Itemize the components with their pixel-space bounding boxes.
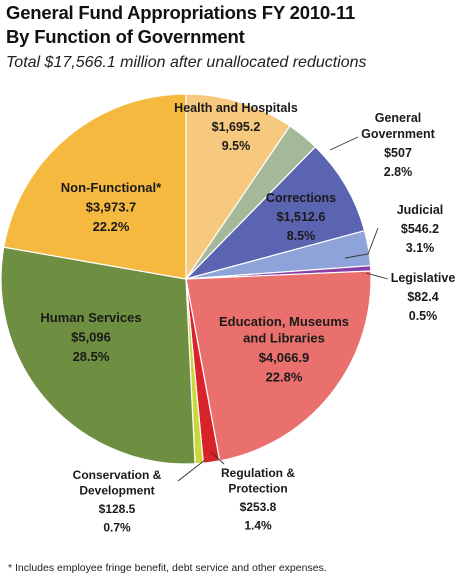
- slice-label-percent-general-government: 2.8%: [384, 165, 413, 179]
- pie-slice-health-and-hospitals: [185, 93, 291, 281]
- slice-label-percent-corrections: 8.5%: [287, 229, 316, 243]
- pie-slice-education-museums-and-libraries: [185, 270, 372, 462]
- chart-subtitle: Total $17,566.1 million after unallocate…: [6, 54, 367, 71]
- pie-slice-human-services: [0, 246, 196, 465]
- slice-label-percent-health-and-hospitals: 9.5%: [222, 139, 251, 153]
- slice-label-percent-legislative: 0.5%: [409, 309, 438, 323]
- slice-label-value-judicial: $546.2: [401, 222, 439, 236]
- slice-label-name-judicial: Judicial: [397, 203, 444, 217]
- slice-label-name-regulation-protection: Protection: [228, 482, 287, 496]
- pie-slice-corrections: [184, 145, 366, 281]
- slice-label-value-education-museums-and-libraries: $4,066.9: [259, 350, 310, 365]
- footnote: * Includes employee fringe benefit, debt…: [8, 562, 327, 574]
- slice-label-name-general-government: General: [375, 111, 422, 125]
- leader-line-general-government: [329, 136, 359, 151]
- slice-label-percent-judicial: 3.1%: [406, 241, 435, 255]
- slice-label-name-corrections: Corrections: [266, 191, 336, 205]
- slice-label-value-human-services: $5,096: [71, 330, 111, 345]
- leader-line-legislative: [365, 272, 389, 280]
- leader-line-regulation-protection: [210, 451, 225, 465]
- slice-label-percent-non-functional: 22.2%: [93, 219, 130, 234]
- chart-title-line-1: General Fund Appropriations FY 2010-11: [6, 2, 356, 23]
- slice-label-value-regulation-protection: $253.8: [240, 500, 277, 514]
- slice-label-name-conservation-development: Conservation &: [73, 468, 162, 482]
- slice-label-value-non-functional: $3,973.7: [86, 200, 137, 215]
- slice-label-percent-education-museums-and-libraries: 22.8%: [266, 370, 303, 385]
- leader-line-conservation-development: [177, 459, 206, 482]
- slice-label-value-conservation-development: $128.5: [99, 502, 136, 516]
- slice-label-percent-human-services: 28.5%: [73, 349, 110, 364]
- slice-label-percent-conservation-development: 0.7%: [103, 521, 131, 535]
- leader-line-judicial: [344, 227, 379, 259]
- slice-label-name-regulation-protection: Regulation &: [221, 466, 295, 480]
- slice-label-name-non-functional: Non-Functional*: [61, 180, 162, 195]
- slice-label-value-legislative: $82.4: [407, 290, 438, 304]
- slice-label-value-general-government: $507: [384, 146, 412, 160]
- slice-label-value-health-and-hospitals: $1,695.2: [212, 120, 261, 134]
- slice-label-name-conservation-development: Development: [79, 484, 154, 498]
- chart-title-line-2: By Function of Government: [6, 26, 245, 47]
- slice-label-name-general-government: Government: [361, 127, 435, 141]
- slice-label-name-health-and-hospitals: Health and Hospitals: [174, 101, 298, 115]
- slice-label-percent-regulation-protection: 1.4%: [244, 519, 272, 533]
- pie-slice-non-functional: [3, 93, 187, 280]
- slice-label-name-legislative: Legislative: [391, 271, 456, 285]
- slice-label-name-education-museums-and-libraries: Education, Museums: [219, 314, 349, 329]
- slice-label-value-corrections: $1,512.6: [277, 210, 326, 224]
- slice-label-name-education-museums-and-libraries: and Libraries: [243, 331, 325, 346]
- slice-label-name-human-services: Human Services: [40, 310, 141, 325]
